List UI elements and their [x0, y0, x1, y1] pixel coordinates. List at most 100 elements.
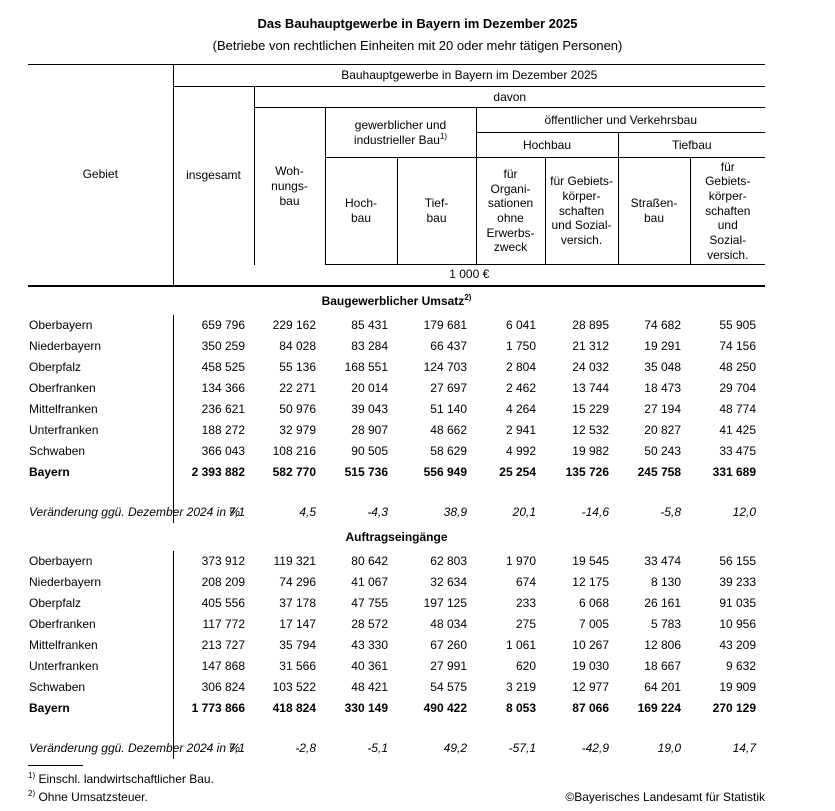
value-cell: 490 422 — [423, 701, 467, 715]
group-header-gewerblicher-bau-label: gewerblicher und industrieller Bau — [353, 117, 447, 147]
region-cell: Oberpfalz — [29, 596, 82, 610]
value-cell: 28 895 — [572, 318, 609, 332]
value-cell: 35 048 — [644, 360, 681, 374]
value-cell: 12 977 — [572, 680, 609, 694]
unit-header: 1 000 € — [173, 264, 766, 287]
group-header-davon: davon — [254, 86, 766, 108]
table-row: Schwaben 306 824 103 522 48 421 54 575 3 219 1… — [28, 676, 765, 698]
change-value-cell: 20,1 — [512, 504, 536, 519]
region-cell: Schwaben — [29, 444, 86, 458]
value-cell: 108 216 — [272, 444, 316, 458]
region-cell: Unterfranken — [29, 659, 99, 673]
value-cell: 17 147 — [279, 617, 316, 631]
value-cell: 233 — [515, 596, 536, 610]
section-title-row: Baugewerblicher Umsatz2) — [28, 286, 765, 315]
value-cell: 62 803 — [430, 554, 467, 568]
region-cell: Bayern — [29, 701, 70, 715]
change-value-cell: 19,0 — [657, 740, 681, 755]
value-cell: 32 979 — [279, 423, 316, 437]
value-cell: 4 992 — [505, 444, 536, 458]
value-cell: 48 421 — [351, 680, 388, 694]
change-value-cell: 49,2 — [443, 740, 467, 755]
value-cell: 15 229 — [572, 402, 609, 416]
change-value-cell: -14,6 — [581, 504, 609, 519]
value-cell: 19 291 — [644, 339, 681, 353]
value-cell: 8 130 — [650, 575, 681, 589]
value-cell: 6 068 — [578, 596, 609, 610]
region-cell: Unterfranken — [29, 423, 99, 437]
value-cell: 10 956 — [719, 617, 757, 631]
col-header-insgesamt: insgesamt — [173, 86, 255, 265]
change-label: Veränderung ggü. Dezember 2024 in % — [29, 504, 241, 519]
table-row: Unterfranken 188 272 32 979 28 907 48 662 2 9… — [28, 419, 765, 441]
value-cell: 169 224 — [637, 701, 681, 715]
change-value-cell: 7,1 — [172, 482, 254, 523]
value-cell: 135 726 — [565, 465, 609, 479]
table-row: Unterfranken 147 868 31 566 40 361 27 991 620… — [28, 655, 765, 677]
statistics-table: Gebiet Bauhauptgewerbe in Bayern im Deze… — [28, 64, 766, 759]
col-header-gebietskoerperschaften-hochbau: für Gebiets- körper- schaften und Sozial… — [545, 157, 619, 265]
value-cell: 33 474 — [644, 554, 681, 568]
value-cell: 1 750 — [505, 339, 536, 353]
value-cell: 39 043 — [351, 402, 388, 416]
change-value-cell: -4,3 — [367, 504, 388, 519]
value-cell: 25 254 — [499, 465, 536, 479]
change-value-cell: 38,9 — [443, 504, 467, 519]
value-cell: 12 806 — [644, 638, 681, 652]
value-cell: 134 366 — [172, 377, 254, 399]
value-cell: 19 909 — [719, 680, 757, 694]
value-cell: 117 772 — [172, 613, 254, 635]
value-cell: 350 259 — [172, 335, 254, 357]
value-cell: 3 219 — [505, 680, 536, 694]
value-cell: 33 475 — [719, 444, 757, 458]
value-cell: 245 758 — [637, 465, 681, 479]
change-value-cell: -2,8 — [295, 740, 316, 755]
value-cell: 620 — [515, 659, 536, 673]
change-value-cell: 14,7 — [732, 740, 757, 755]
value-cell: 24 032 — [572, 360, 609, 374]
region-cell: Oberbayern — [29, 554, 93, 568]
value-cell: 270 129 — [712, 701, 757, 715]
footnote-marker-1: 1) — [439, 131, 448, 141]
value-cell: 188 272 — [172, 419, 254, 441]
region-cell: Bayern — [29, 465, 70, 479]
table-row: Mittelfranken 236 621 50 976 39 043 51 140 4 … — [28, 398, 765, 420]
value-cell: 41 067 — [351, 575, 388, 589]
group-header-gewerblicher-bau: gewerblicher und industrieller Bau1) — [325, 107, 477, 158]
value-cell: 91 035 — [719, 596, 757, 610]
region-cell: Schwaben — [29, 680, 86, 694]
value-cell: 47 755 — [351, 596, 388, 610]
value-cell: 582 770 — [272, 465, 316, 479]
table-row: Schwaben 366 043 108 216 90 505 58 629 4 992 1… — [28, 440, 765, 462]
value-cell: 74 156 — [719, 339, 757, 353]
change-value-cell: 7,1 — [172, 718, 254, 759]
table-row: Oberfranken 134 366 22 271 20 014 27 697 2 46… — [28, 377, 765, 399]
col-header-hochbau: Hoch- bau — [325, 157, 398, 265]
value-cell: 229 162 — [272, 318, 316, 332]
value-cell: 6 041 — [505, 318, 536, 332]
value-cell: 5 783 — [650, 617, 681, 631]
value-cell: 236 621 — [172, 398, 254, 420]
col-header-strassenbau: Straßen- bau — [618, 157, 691, 265]
value-cell: 40 361 — [351, 659, 388, 673]
footnote-2: 2) Ohne Umsatzsteuer. — [28, 788, 148, 807]
value-cell: 1 773 866 — [172, 697, 254, 719]
value-cell: 2 941 — [505, 423, 536, 437]
col-header-organisationen: für Organi- sationen ohne Erwerbs- zweck — [476, 157, 546, 265]
copyright: ©Bayerisches Landesamt für Statistik — [565, 790, 765, 805]
value-cell: 275 — [515, 617, 536, 631]
value-cell: 84 028 — [279, 339, 316, 353]
region-cell: Oberpfalz — [29, 360, 82, 374]
value-cell: 48 250 — [719, 360, 757, 374]
value-cell: 54 575 — [430, 680, 467, 694]
table-row: Oberbayern 373 912 119 321 80 642 62 803 1 97… — [28, 550, 765, 572]
value-cell: 26 161 — [644, 596, 681, 610]
value-cell: 20 827 — [644, 423, 681, 437]
value-cell: 87 066 — [572, 701, 609, 715]
value-cell: 674 — [515, 575, 536, 589]
value-cell: 197 125 — [423, 596, 467, 610]
value-cell: 12 532 — [572, 423, 609, 437]
group-header-oeffentlicher-bau: öffentlicher und Verkehrsbau — [476, 107, 766, 133]
value-cell: 48 662 — [430, 423, 467, 437]
